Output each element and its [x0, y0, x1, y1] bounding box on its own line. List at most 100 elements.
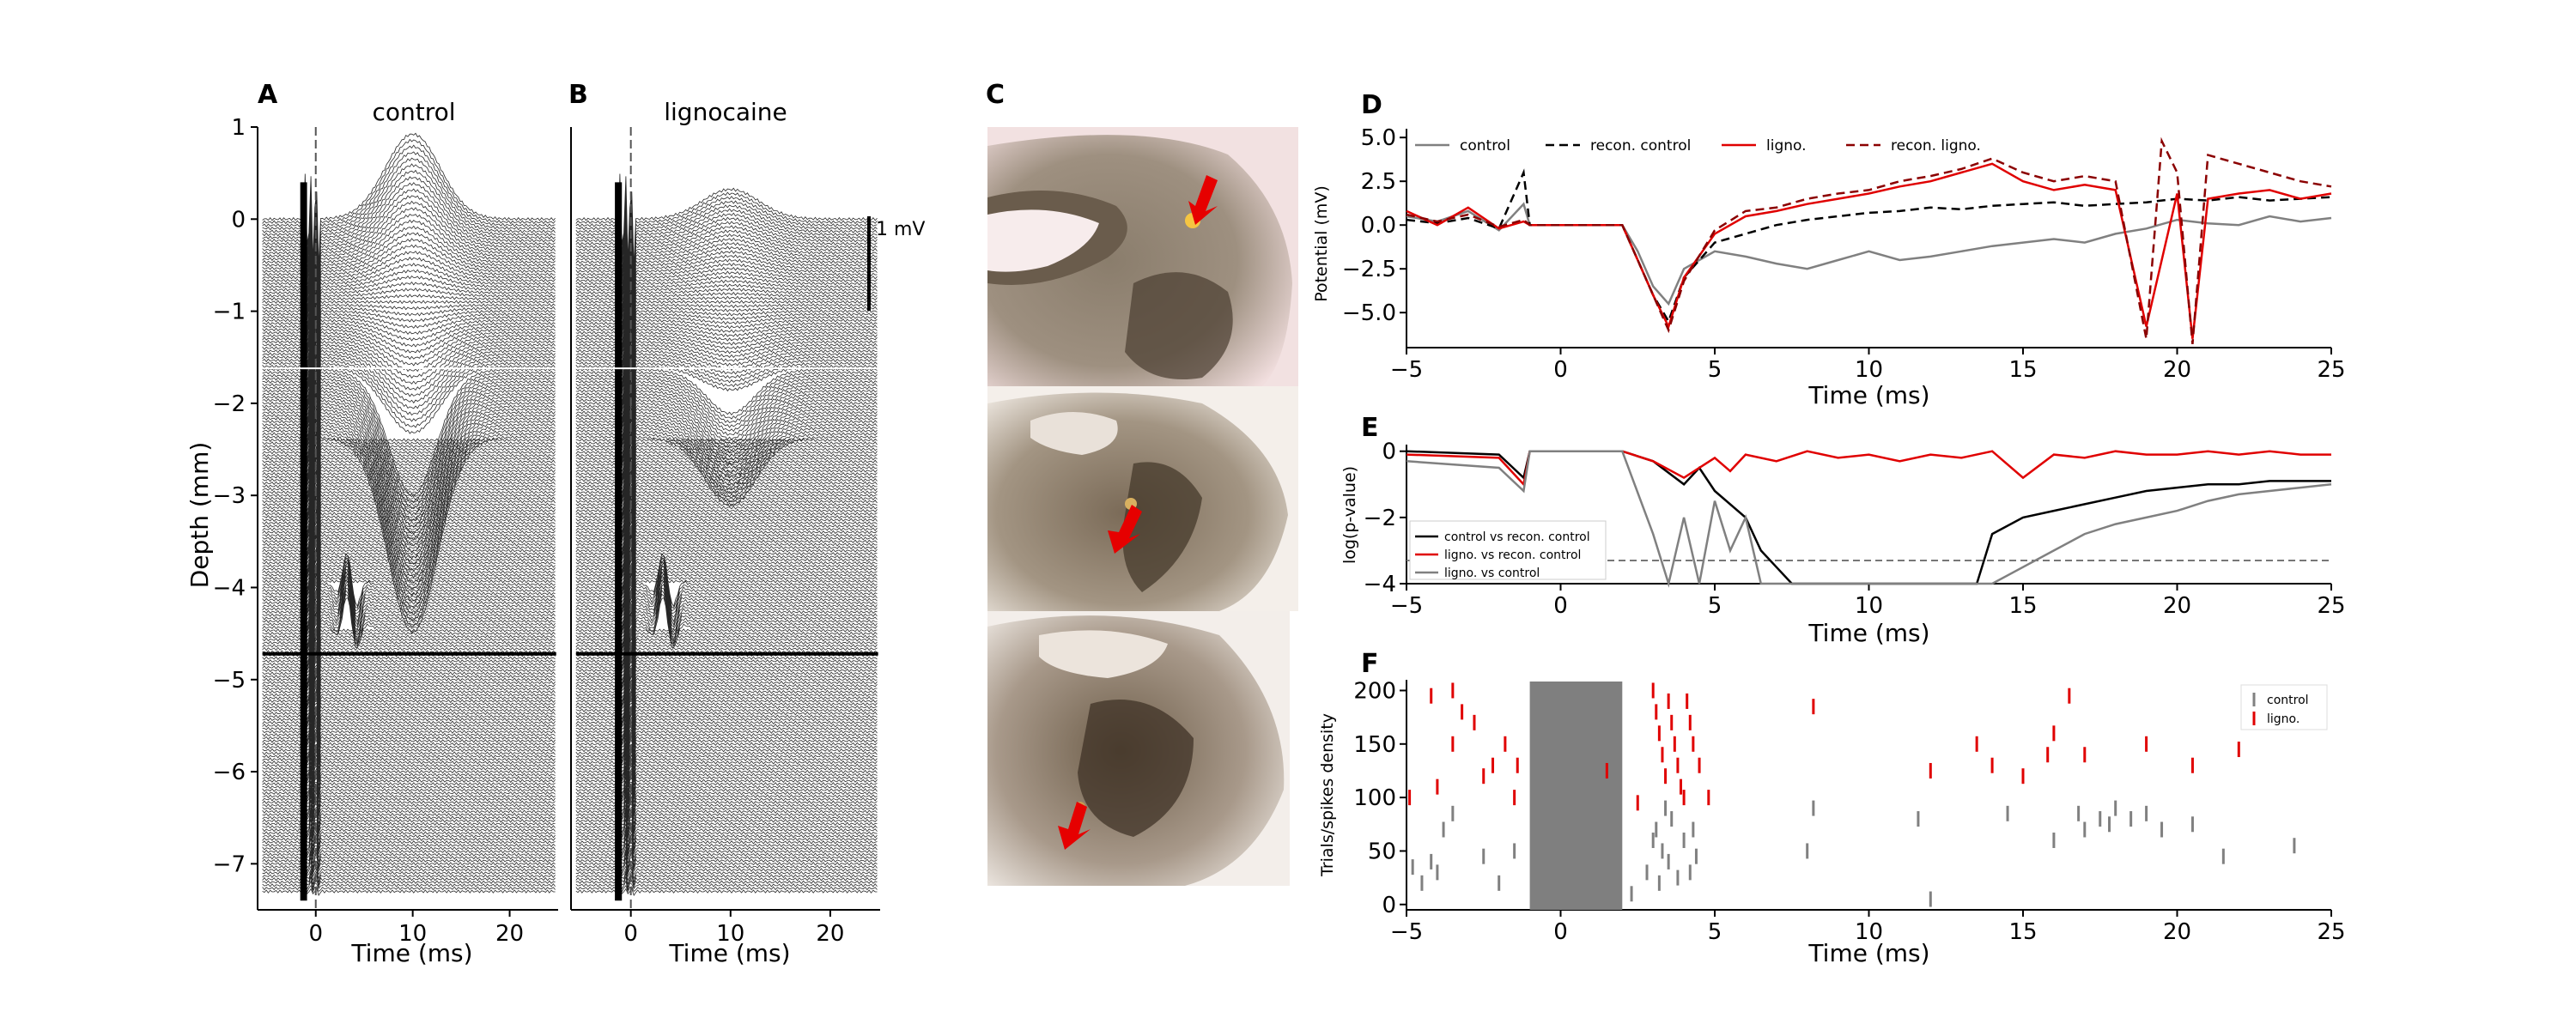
- panel-label-d: D: [1361, 90, 1382, 120]
- x-tick-label: 15: [2008, 357, 2037, 383]
- x-tick-label: 5: [1708, 357, 1722, 383]
- series-line-1: [1406, 168, 2332, 324]
- y-tick-label: −4: [1364, 572, 1396, 597]
- legend-box: [2240, 684, 2328, 730]
- stimulus-artifact: [615, 182, 623, 901]
- panel-label-b: B: [568, 80, 588, 110]
- panel-label-e: E: [1361, 413, 1379, 443]
- panel-f-ylabel: Trials/spikes density: [1318, 713, 1337, 877]
- legend-label: ligno.: [2267, 712, 2300, 726]
- y-tick-label: −2: [213, 391, 246, 417]
- panel-a-xlabel: Time (ms): [350, 939, 472, 967]
- x-tick-label: 20: [2163, 593, 2191, 619]
- y-tick-label: 0: [231, 207, 246, 233]
- x-tick-label: 5: [1708, 919, 1722, 945]
- x-tick-label: 20: [495, 921, 524, 947]
- y-tick-label: 1: [231, 115, 246, 141]
- legend-box: [1409, 520, 1607, 580]
- x-tick-label: 25: [2317, 593, 2345, 619]
- x-tick-label: 15: [2008, 593, 2037, 619]
- y-tick-label: −5.0: [1342, 300, 1396, 326]
- x-tick-label: 20: [816, 921, 844, 947]
- x-tick-label: 0: [1553, 919, 1568, 945]
- histology-image-1: [987, 127, 1298, 386]
- panel-label-c: C: [986, 80, 1005, 110]
- x-tick-label: 15: [2008, 919, 2037, 945]
- legend-label: ligno. vs recon. control: [1444, 548, 1581, 562]
- y-tick-label: 50: [1368, 839, 1396, 864]
- panel-d-ylabel: Potential (mV): [1312, 185, 1331, 302]
- y-tick-label: −6: [213, 760, 246, 785]
- legend-label: ligno.: [1766, 137, 1807, 154]
- y-tick-label: −2: [1364, 506, 1396, 531]
- x-tick-label: 10: [1855, 593, 1883, 619]
- y-tick-label: 200: [1353, 678, 1396, 704]
- stimulus-artifact: [300, 182, 307, 901]
- x-tick-label: 25: [2317, 919, 2345, 945]
- panel-b-xlabel: Time (ms): [668, 939, 790, 967]
- y-tick-label: 2.5: [1361, 169, 1396, 195]
- lfp-traces: [262, 132, 556, 897]
- y-tick-label: 0.0: [1361, 213, 1396, 239]
- panel-a-title: control: [372, 98, 455, 126]
- x-tick-label: 25: [2317, 357, 2345, 383]
- x-tick-label: 5: [1708, 593, 1722, 619]
- y-tick-label: 150: [1353, 732, 1396, 758]
- y-tick-label: −1: [213, 300, 246, 325]
- x-tick-label: 10: [398, 921, 427, 947]
- panel-a-traces: 10−1−2−3−4−5−6−70 10 20: [213, 115, 558, 947]
- histology-image-3: [987, 611, 1290, 886]
- panel-d-xlabel: Time (ms): [1807, 381, 1929, 409]
- histology-image-2: [987, 386, 1298, 611]
- y-tick-label: −2.5: [1342, 257, 1396, 282]
- y-tick-label: −4: [213, 575, 246, 601]
- x-tick-label: 0: [1553, 593, 1568, 619]
- legend-label: recon. control: [1590, 137, 1691, 154]
- x-tick-label: 10: [1855, 919, 1883, 945]
- x-tick-label: 20: [2163, 919, 2191, 945]
- stimulus-shaded-region: [1529, 682, 1623, 910]
- series-line-1: [1406, 450, 2331, 487]
- panel-d-chart: −5 0 5 10 15 20 25 5.0 2.5 0.0 −2.5 −5.0 control reco…: [1342, 125, 2346, 383]
- arrow-icon: [1108, 505, 1142, 554]
- y-tick-label: −5: [213, 668, 246, 694]
- histology-images: [987, 127, 1298, 886]
- legend-label: control: [2267, 694, 2309, 707]
- series-line-0: [1406, 202, 2332, 306]
- series-line-3: [1406, 136, 2332, 345]
- legend-label: ligno. vs control: [1444, 566, 1540, 580]
- y-tick-label: 100: [1353, 785, 1396, 811]
- y-tick-label: 0: [1382, 439, 1396, 465]
- scale-bar-label: 1 mV: [876, 219, 925, 240]
- panel-a-ylabel: Depth (mm): [185, 442, 214, 589]
- series-line-2: [1406, 450, 2332, 588]
- x-tick-label: 0: [623, 921, 638, 947]
- y-tick-label: 0: [1382, 893, 1396, 918]
- x-tick-label: 10: [716, 921, 744, 947]
- x-tick-label: 20: [2163, 357, 2191, 383]
- x-tick-label: 0: [1553, 357, 1568, 383]
- panel-label-a: A: [258, 80, 278, 110]
- x-tick-label: 0: [308, 921, 323, 947]
- legend-label: control vs recon. control: [1444, 530, 1590, 544]
- arrow-icon: [1188, 175, 1218, 225]
- panel-e-xlabel: Time (ms): [1807, 619, 1929, 647]
- lfp-traces: [575, 173, 878, 897]
- x-tick-label: −5: [1390, 357, 1423, 383]
- y-tick-label: −3: [213, 483, 246, 509]
- y-tick-label: 5.0: [1361, 125, 1396, 151]
- legend-label: recon. ligno.: [1891, 137, 1981, 154]
- legend-label: control: [1460, 137, 1510, 154]
- panel-e-chart: −5 0 5 10 15 20 25 0 −2 −4 control vs recon. contr…: [1364, 439, 2346, 619]
- panel-b-traces: 0 10 20: [570, 127, 880, 947]
- x-tick-label: −5: [1390, 593, 1423, 619]
- panel-e-ylabel: log(p-value): [1340, 466, 1359, 564]
- panel-b-title: lignocaine: [664, 98, 787, 126]
- arrow-icon: [1058, 802, 1091, 850]
- x-tick-label: −5: [1390, 919, 1423, 945]
- panel-f-xlabel: Time (ms): [1807, 939, 1929, 967]
- x-tick-label: 10: [1855, 357, 1883, 383]
- panel-label-f: F: [1361, 649, 1379, 679]
